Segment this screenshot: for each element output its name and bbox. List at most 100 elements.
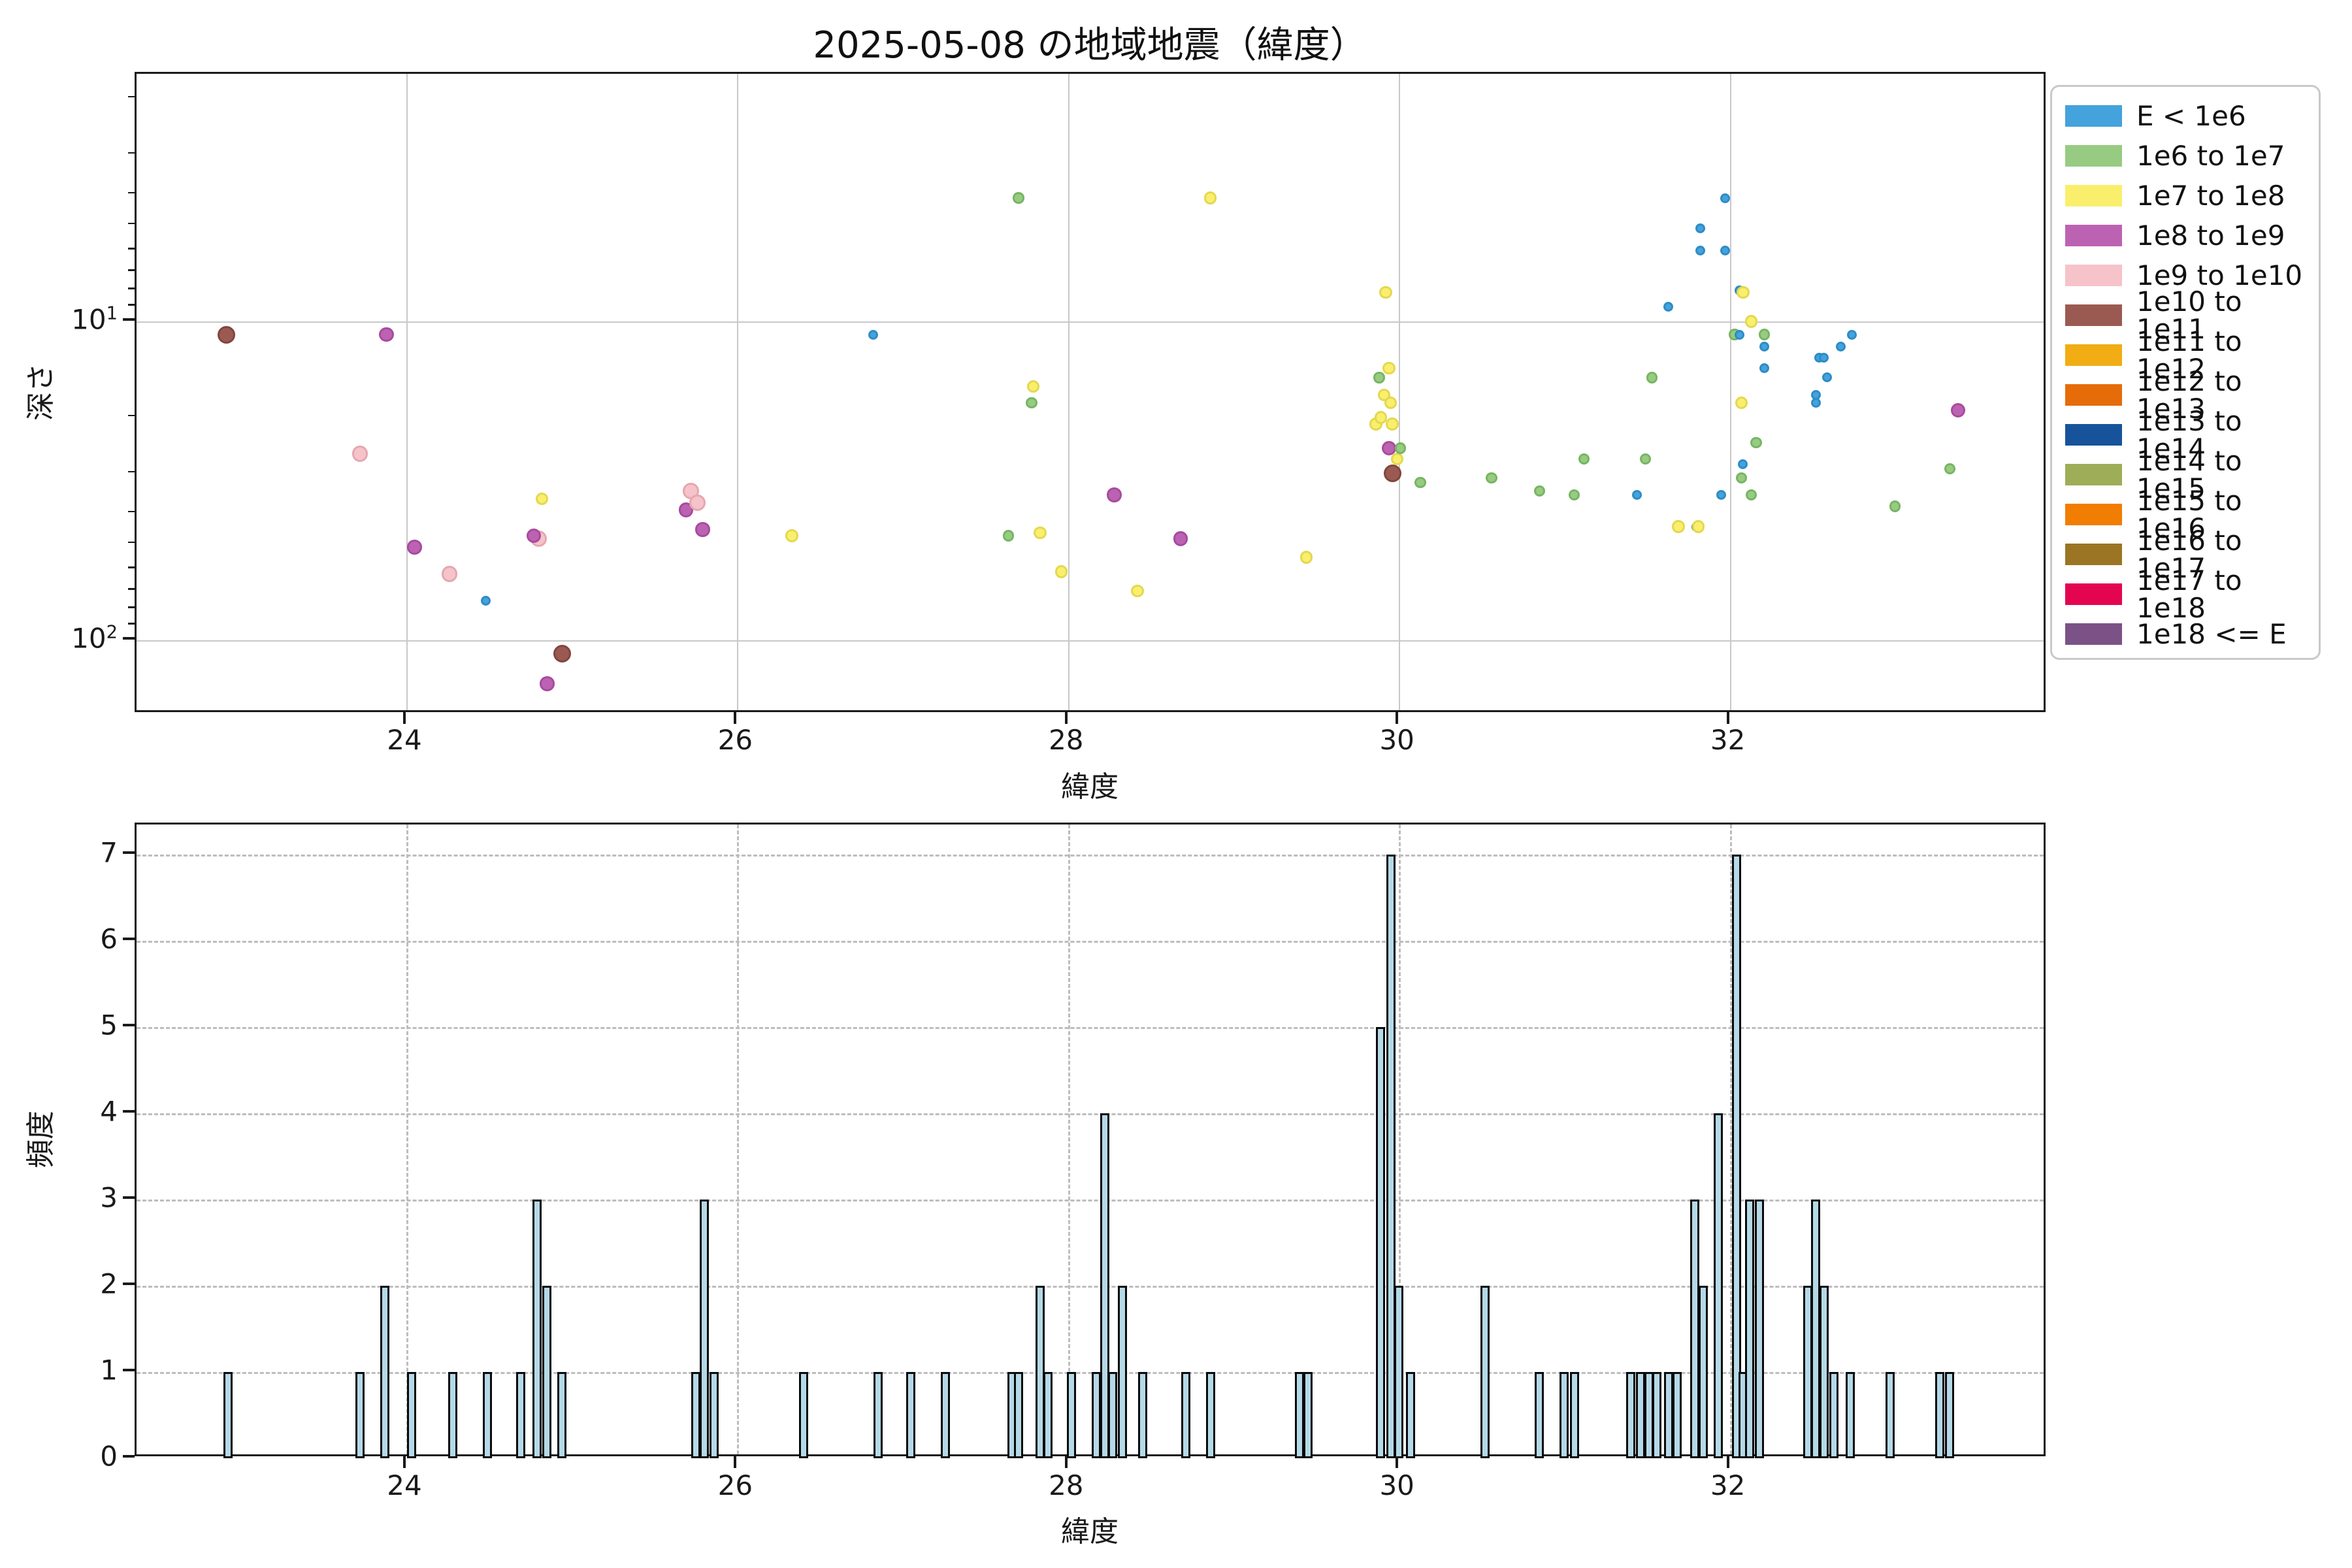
legend-item-label: 1e6 to 1e7 — [2136, 139, 2285, 172]
histogram-bar — [515, 1372, 525, 1458]
legend-items: E < 1e6 1e6 to 1e7 1e7 to 1e8 1e8 to 1e9 1e9… — [2065, 96, 2319, 654]
scatter-point — [1691, 520, 1705, 533]
histogram-bar — [532, 1200, 542, 1458]
scatter-ytick-minor-6 — [128, 248, 135, 250]
hist-xtick-24 — [403, 1456, 406, 1468]
hist-gridline-x-32 — [1729, 825, 1732, 1454]
scatter-point — [539, 676, 555, 691]
histogram-x-axis-label: 緯度 — [1061, 1515, 1119, 1548]
histogram-bar — [1829, 1372, 1839, 1458]
scatter-point — [1889, 500, 1901, 512]
histogram-bar — [906, 1372, 916, 1458]
scatter-gridline-y-10 — [137, 321, 2044, 323]
scatter-ytick-minor-5 — [128, 222, 135, 225]
scatter-point — [1374, 411, 1388, 424]
scatter-point — [1568, 489, 1580, 501]
hist-xtick-label-24: 24 — [387, 1469, 422, 1501]
hist-ytick-label-1: 1 — [100, 1354, 118, 1386]
hist-xtick-30 — [1396, 1456, 1399, 1468]
histogram-bar — [873, 1372, 883, 1458]
hist-xtick-28 — [1064, 1456, 1068, 1468]
scatter-point — [1819, 353, 1829, 363]
histogram-bar — [223, 1372, 233, 1458]
scatter-point — [1373, 372, 1385, 384]
hist-ytick-label-6: 6 — [100, 923, 118, 955]
scatter-point — [1735, 396, 1748, 410]
hist-ytick-3 — [123, 1196, 135, 1199]
hist-ytick-label-3: 3 — [100, 1181, 118, 1214]
legend-item-label: 1e12 to 1e13 — [2136, 365, 2242, 425]
hist-gridline-y-4 — [137, 1113, 2044, 1115]
scatter-point — [441, 566, 458, 582]
scatter-ytick-minor-3 — [128, 152, 135, 154]
legend-swatch-icon — [2065, 185, 2122, 206]
histogram-bar — [1405, 1372, 1415, 1458]
scatter-point — [1835, 342, 1846, 352]
scatter-point — [1950, 402, 1966, 418]
scatter-ytick-minor-2 — [128, 95, 135, 98]
scatter-xtick-30 — [1396, 712, 1399, 724]
legend-item-label: 1e13 to 1e14 — [2136, 404, 2242, 465]
scatter-point — [1822, 372, 1833, 383]
hist-gridline-x-24 — [406, 825, 408, 1454]
legend-item-label: 1e15 to 1e16 — [2136, 484, 2242, 544]
scatter-point — [217, 325, 235, 344]
histogram-bar — [448, 1372, 457, 1458]
scatter-point — [1383, 465, 1401, 483]
scatter-ytick-minor-60 — [128, 566, 135, 568]
scatter-xtick-label-26: 26 — [717, 724, 753, 756]
scatter-point — [1738, 459, 1748, 469]
legend-swatch-icon — [2065, 504, 2122, 525]
legend-item-label: 1e8 to 1e9 — [2136, 219, 2285, 252]
scatter-point — [535, 492, 549, 506]
scatter-xtick-24 — [403, 712, 406, 724]
scatter-point — [1750, 436, 1762, 449]
histogram-bar — [1819, 1286, 1829, 1458]
hist-ytick-1 — [123, 1369, 135, 1371]
scatter-point — [1384, 396, 1397, 410]
scatter-point — [1002, 530, 1015, 542]
scatter-point — [868, 329, 878, 340]
scatter-point — [1486, 472, 1497, 484]
legend-item-5: 1e9 to 1e10 — [2065, 255, 2319, 295]
legend-swatch-icon — [2065, 464, 2122, 485]
scatter-ytick-minor-20 — [128, 414, 135, 417]
histogram-bar — [1713, 1113, 1723, 1458]
scatter-ytick-minor-8 — [128, 287, 135, 289]
hist-ytick-6 — [123, 938, 135, 940]
hist-xtick-label-28: 28 — [1049, 1469, 1084, 1501]
scatter-point — [1745, 489, 1757, 501]
hist-ytick-label-0: 0 — [100, 1440, 118, 1473]
legend-item-9: 1e13 to 1e14 — [2065, 407, 2319, 462]
scatter-point — [1847, 329, 1857, 340]
scatter-point — [481, 595, 491, 606]
histogram-bar — [798, 1372, 808, 1458]
legend-item-label: 1e7 to 1e8 — [2136, 179, 2285, 212]
legend-swatch-icon — [2065, 265, 2122, 286]
histogram-bar — [1811, 1200, 1821, 1458]
histogram-bar — [1846, 1372, 1855, 1458]
legend-swatch-icon — [2065, 384, 2122, 406]
histogram-bar — [1035, 1286, 1045, 1458]
scatter-point — [1695, 246, 1705, 256]
scatter-ytick-minor-90 — [128, 623, 135, 625]
scatter-point — [1054, 565, 1068, 579]
scatter-xtick-label-28: 28 — [1049, 724, 1084, 756]
hist-xtick-label-30: 30 — [1379, 1469, 1414, 1501]
legend-item-label: E < 1e6 — [2136, 99, 2246, 132]
scatter-ytick-minor-4 — [128, 191, 135, 194]
scatter-point — [1533, 485, 1546, 497]
hist-ytick-2 — [123, 1282, 135, 1285]
histogram-bar — [1108, 1372, 1118, 1458]
scatter-gridline-x-26 — [737, 74, 739, 710]
scatter-point — [785, 529, 798, 542]
legend-swatch-icon — [2065, 583, 2122, 605]
scatter-point — [1810, 398, 1821, 408]
scatter-point — [1944, 463, 1956, 475]
legend-item-label: 1e10 to 1e11 — [2136, 285, 2242, 345]
hist-gridline-y-5 — [137, 1027, 2044, 1029]
legend-item-label: 1e17 to 1e18 — [2136, 564, 2242, 624]
scatter-plot-area — [135, 72, 2046, 712]
histogram-bar — [1644, 1372, 1654, 1458]
